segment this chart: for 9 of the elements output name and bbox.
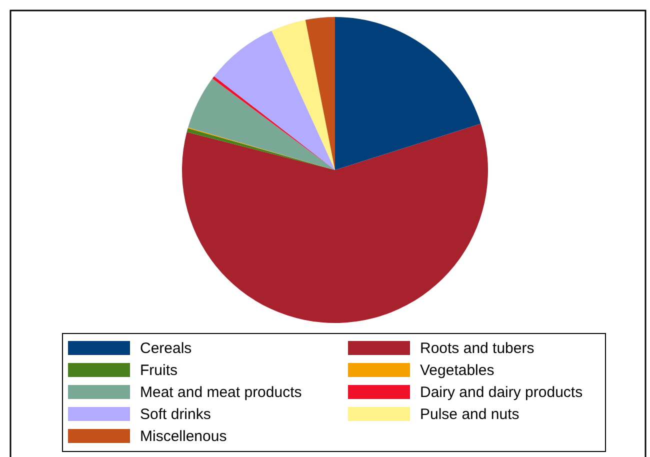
legend-label: Dairy and dairy products [420, 384, 583, 402]
legend-label: Soft drinks [140, 406, 211, 424]
legend-label: Fruits [140, 362, 178, 380]
legend-label: Cereals [140, 340, 192, 358]
legend-label: Pulse and nuts [420, 406, 520, 424]
legend-label: Vegetables [420, 362, 494, 380]
legend-label: Meat and meat products [140, 384, 302, 402]
legend-label: Miscellenous [140, 428, 227, 446]
legend-label: Roots and tubers [420, 340, 534, 358]
